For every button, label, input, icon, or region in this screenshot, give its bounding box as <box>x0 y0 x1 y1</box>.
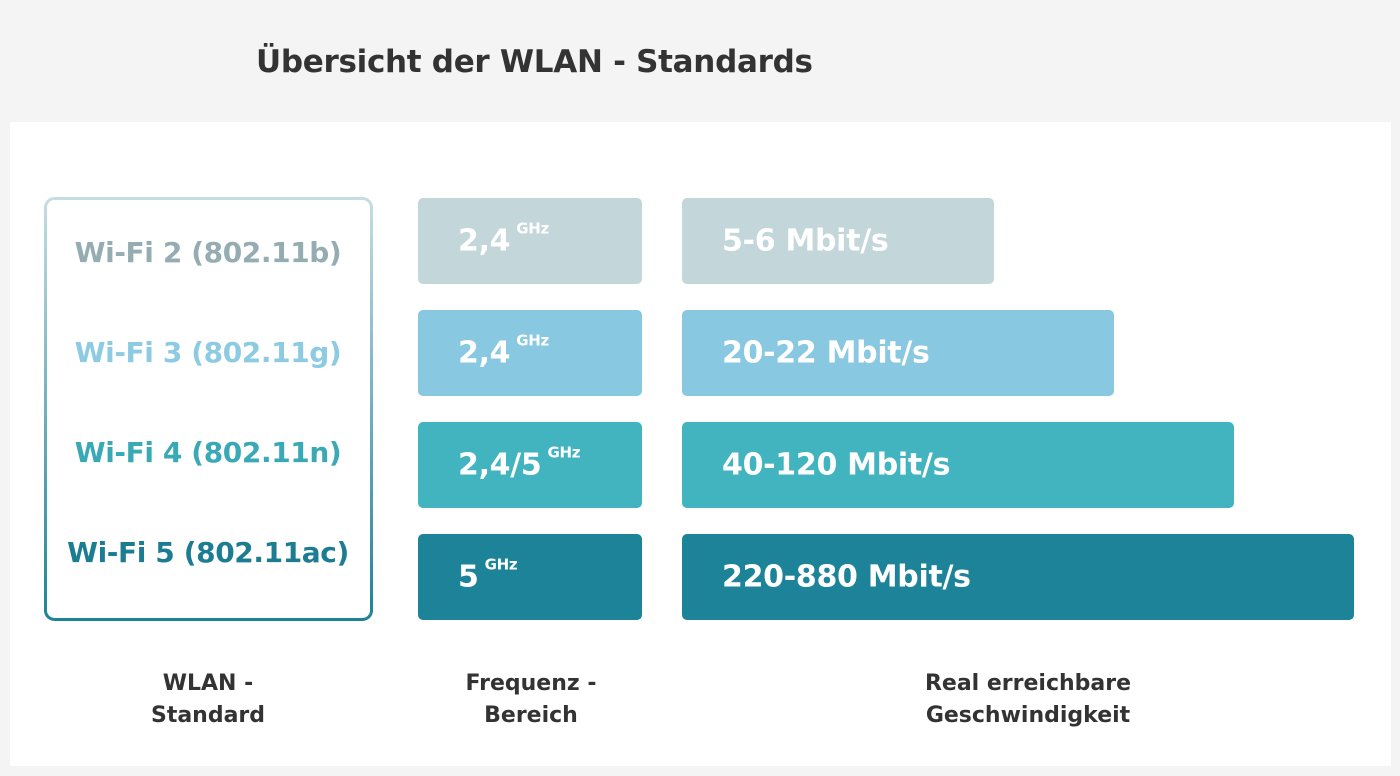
column-label-frequency-line1: Frequenz - <box>465 671 597 696</box>
frequency-value: 2,4/5 GHz <box>458 444 580 483</box>
standard-label: Wi-Fi 4 (802.11n) <box>74 436 342 469</box>
frequency-bar: 5 GHz <box>418 534 642 620</box>
frequency-unit: GHz <box>484 555 518 574</box>
frequency-unit: GHz <box>516 331 549 350</box>
column-label-frequency: Frequenz - Bereich <box>420 668 642 732</box>
column-label-standard-line2: Standard <box>150 703 266 728</box>
column-label-standard-line1: WLAN - <box>162 671 254 696</box>
speed-bar: 20-22 Mbit/s <box>682 310 1114 396</box>
frequency-value: 5 GHz <box>458 556 518 595</box>
speed-value: 40-120 Mbit/s <box>722 447 951 483</box>
standard-label: Wi-Fi 3 (802.11g) <box>74 336 342 369</box>
speed-value: 220-880 Mbit/s <box>722 559 971 595</box>
frequency-number: 2,4/5 <box>458 447 542 483</box>
frequency-unit: GHz <box>516 219 549 238</box>
speed-value: 5-6 Mbit/s <box>722 223 889 259</box>
speed-bar: 5-6 Mbit/s <box>682 198 994 284</box>
frequency-bar: 2,4 GHz <box>418 310 642 396</box>
frequency-unit: GHz <box>547 443 581 462</box>
column-label-frequency-line2: Bereich <box>484 703 578 728</box>
frequency-bar: 2,4 GHz <box>418 198 642 284</box>
frequency-value: 2,4 GHz <box>458 332 549 371</box>
column-label-speed-line2: Geschwindigkeit <box>925 703 1131 728</box>
speed-bar: 220-880 Mbit/s <box>682 534 1354 620</box>
speed-value: 20-22 Mbit/s <box>722 335 930 371</box>
frequency-number: 2,4 <box>458 335 511 371</box>
standard-label: Wi-Fi 2 (802.11b) <box>74 236 342 269</box>
column-label-speed-line1: Real erreichbare <box>924 671 1132 696</box>
standard-label: Wi-Fi 5 (802.11ac) <box>67 536 349 569</box>
frequency-number: 2,4 <box>458 223 511 259</box>
frequency-value: 2,4 GHz <box>458 220 549 259</box>
page-title: Übersicht der WLAN - Standards <box>256 44 813 80</box>
frequency-bar: 2,4/5 GHz <box>418 422 642 508</box>
column-label-standard: WLAN - Standard <box>118 668 298 732</box>
speed-bar: 40-120 Mbit/s <box>682 422 1234 508</box>
frequency-number: 5 <box>458 559 479 595</box>
column-label-speed: Real erreichbare Geschwindigkeit <box>878 668 1178 732</box>
